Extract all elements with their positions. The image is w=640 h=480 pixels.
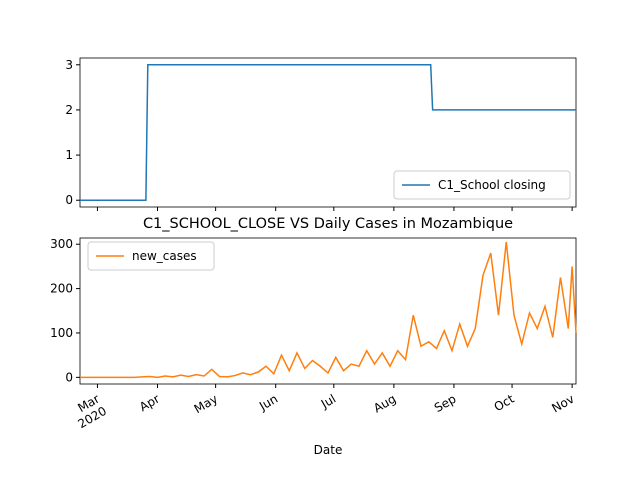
y-tick-label: 2: [65, 103, 73, 117]
legend-box: [87, 241, 215, 271]
y-tick-label: 300: [50, 237, 73, 251]
y-tick-label: 0: [65, 193, 73, 207]
x-tick-label: Jul: [318, 392, 338, 412]
x-tick-label: Sep: [432, 392, 459, 415]
plot-frame: [79, 57, 577, 208]
y-tick-label: 100: [50, 326, 73, 340]
legend-label: C1_School closing: [438, 178, 546, 192]
x-tick-label: Jun: [256, 392, 280, 414]
y-tick-label: 200: [50, 282, 73, 296]
x-tick-label: Oct: [492, 392, 517, 415]
data-line: [80, 64, 576, 201]
y-tick-label: 0: [65, 370, 73, 384]
legend-box: [393, 170, 571, 200]
x-tick-label: Apr: [137, 392, 162, 415]
x-axis-label: Date: [314, 443, 343, 457]
x-tick-label: Mar2020: [68, 392, 109, 432]
x-tick-label: Aug: [371, 392, 398, 416]
chart-title: C1_SCHOOL_CLOSE VS Daily Cases in Mozamb…: [143, 216, 513, 232]
x-tick-label: May: [192, 392, 220, 417]
legend-label: new_cases: [132, 249, 197, 263]
plot-frame: [79, 237, 577, 385]
y-tick-label: 1: [65, 148, 73, 162]
data-line: [80, 241, 577, 379]
x-tick-label: Nov: [549, 392, 576, 416]
y-tick-label: 3: [65, 58, 73, 72]
